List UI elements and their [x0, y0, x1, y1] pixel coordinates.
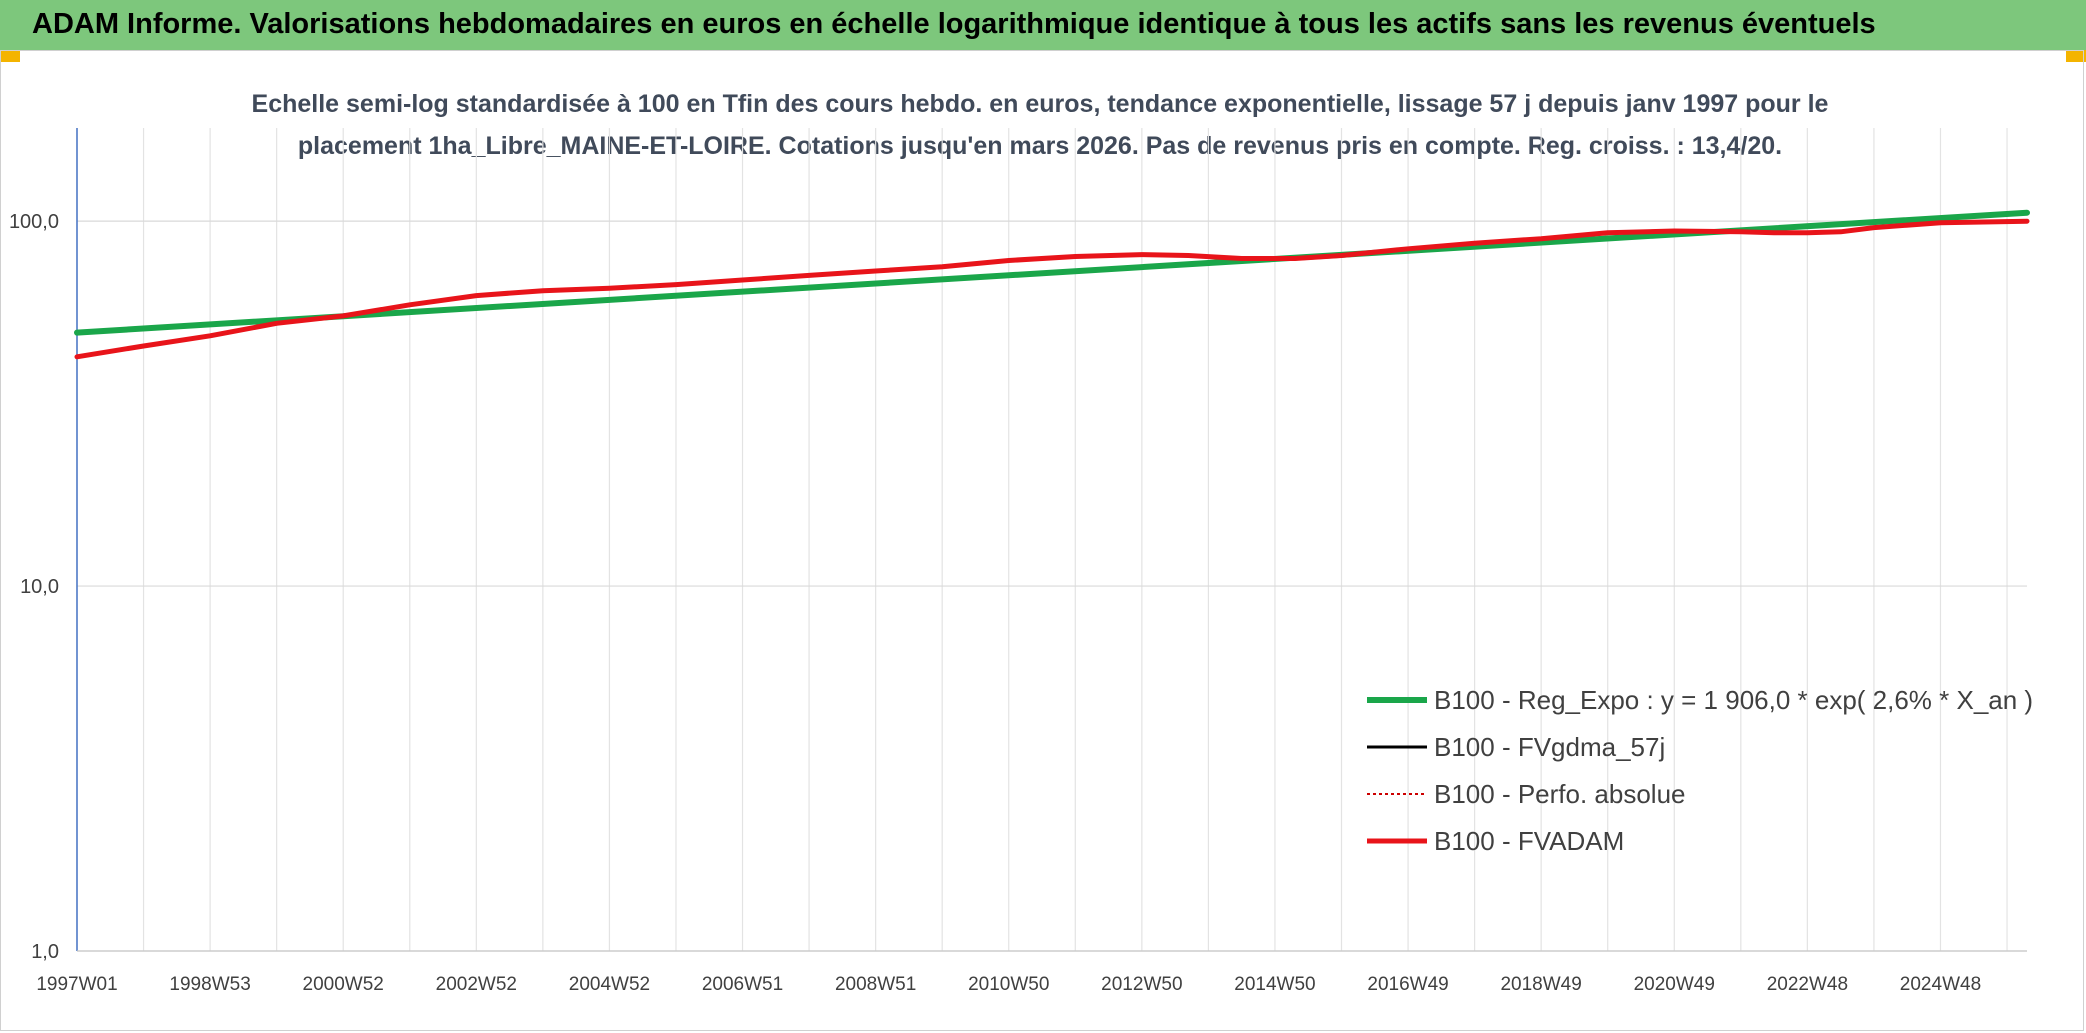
x-tick-label: 2012W50	[1101, 974, 1182, 995]
legend: B100 - Reg_Expo : y = 1 906,0 * exp( 2,6…	[1367, 685, 2033, 856]
x-tick-label: 2010W50	[968, 974, 1049, 995]
x-tick-label: 1998W53	[169, 974, 250, 995]
y-tick-label: 10,0	[20, 576, 59, 598]
axis-layer: 1,0 10,0 100,0 1997W01 1998W53 2000W52 2002W52…	[9, 128, 2027, 995]
page-title: ADAM Informe. Valorisations hebdomadaire…	[32, 8, 1876, 40]
x-tick-label: 1997W01	[36, 974, 117, 995]
x-tick-label: 2002W52	[436, 974, 517, 995]
x-tick-label: 2008W51	[835, 974, 916, 995]
legend-label-fvadam: B100 - FVADAM	[1434, 826, 1624, 856]
legend-label-fvgdma: B100 - FVgdma_57j	[1434, 732, 1665, 762]
header-bar: ADAM Informe. Valorisations hebdomadaire…	[0, 0, 2086, 50]
x-tick-label: 2006W51	[702, 974, 783, 995]
x-tick-label: 2022W48	[1767, 974, 1848, 995]
x-tick-label: 2016W49	[1367, 974, 1448, 995]
legend-label-reg_expo: B100 - Reg_Expo : y = 1 906,0 * exp( 2,6…	[1434, 685, 2033, 715]
y-tick-label: 100,0	[9, 211, 59, 233]
y-tick-label: 1,0	[31, 941, 59, 963]
chart-subtitle-line2: placement 1ha_Libre_MAINE-ET-LOIRE. Cota…	[298, 132, 1782, 160]
legend-label-perfo: B100 - Perfo. absolue	[1434, 779, 1686, 809]
chart-frame	[0, 50, 2084, 1031]
x-tick-label: 2004W52	[569, 974, 650, 995]
chart-subtitle-line1: Echelle semi-log standardisée à 100 en T…	[252, 90, 1829, 118]
x-tick-label: 2020W49	[1634, 974, 1715, 995]
corner-marker-right	[2066, 50, 2086, 62]
series-layer	[74, 209, 2030, 360]
grid-layer	[76, 128, 2027, 952]
x-tick-label: 2018W49	[1500, 974, 1581, 995]
x-tick-label: 2014W50	[1234, 974, 1315, 995]
corner-marker-left	[0, 50, 20, 62]
series-line-fvadam	[74, 218, 2030, 360]
x-tick-label: 2000W52	[303, 974, 384, 995]
x-tick-label: 2024W48	[1900, 974, 1981, 995]
